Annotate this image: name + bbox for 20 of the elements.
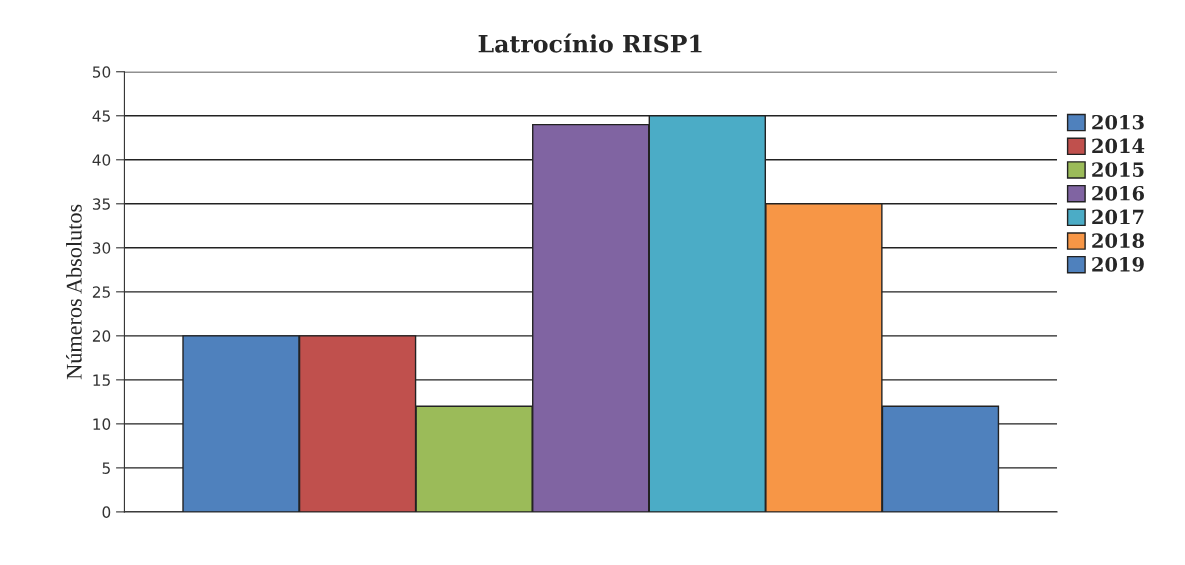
- legend-label: 2016: [1092, 185, 1144, 201]
- legend-label: 2015: [1092, 162, 1144, 177]
- chart-title: Latrocínio RISP1: [478, 33, 702, 53]
- y-tick-label: 30: [92, 242, 111, 254]
- y-tick-label: 5: [102, 462, 110, 474]
- y-tick-label: 35: [92, 198, 110, 210]
- y-tick-label: 40: [92, 154, 111, 166]
- y-tick-label: 20: [92, 330, 111, 342]
- y-tick-label: 25: [92, 286, 110, 298]
- y-axis-title: Números Absolutos: [66, 204, 82, 380]
- legend-label: 2013: [1092, 114, 1144, 130]
- y-tick-label: 45: [92, 110, 110, 122]
- y-tick-label: 10: [93, 418, 111, 430]
- legend-label: 2018: [1092, 233, 1144, 248]
- y-tick-label: 50: [92, 66, 111, 78]
- legend-label: 2017: [1092, 209, 1144, 225]
- y-tick-label: 15: [93, 374, 110, 386]
- legend-label: 2019: [1092, 256, 1144, 272]
- legend-label: 2014: [1092, 138, 1145, 154]
- y-tick-label: 0: [102, 506, 111, 518]
